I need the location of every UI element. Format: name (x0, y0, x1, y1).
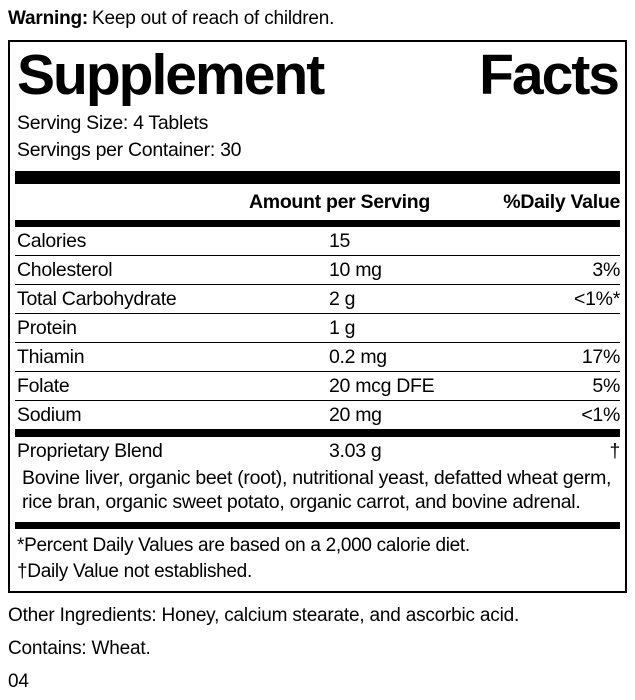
nutrient-amount: 20 mg (329, 404, 382, 426)
thick-rule-above-blend (15, 429, 620, 437)
blend-dagger: † (609, 440, 620, 462)
blend-label: Proprietary Blend (17, 440, 163, 462)
table-row: Total Carbohydrate 2 g <1%* (15, 284, 620, 313)
nutrient-amount: 2 g (329, 288, 356, 310)
nutrient-label: Total Carbohydrate (17, 288, 177, 310)
table-row: Thiamin 0.2 mg 17% (15, 342, 620, 371)
proprietary-blend-row: Proprietary Blend 3.03 g † (15, 437, 620, 465)
servings-per-container-line: Servings per Container: 30 (17, 139, 242, 161)
footnote-daily-values: *Percent Daily Values are based on a 2,0… (17, 535, 470, 556)
blend-description: Bovine liver, organic beet (root), nutri… (22, 467, 612, 513)
lot-code: 04 (8, 671, 29, 692)
table-row: Folate 20 mcg DFE 5% (15, 371, 620, 400)
nutrient-label: Protein (17, 317, 77, 339)
nutrient-amount: 1 g (329, 317, 356, 339)
nutrient-label: Calories (17, 230, 87, 252)
nutrient-amount: 10 mg (329, 259, 382, 281)
nutrient-label: Sodium (17, 404, 82, 426)
table-row: Protein 1 g (15, 313, 620, 342)
table-row: Calories 15 (15, 227, 620, 255)
table-header-row: Amount per Serving %Daily Value (15, 184, 620, 220)
nutrient-amount: 20 mcg DFE (329, 375, 435, 397)
nutrient-label: Thiamin (17, 346, 85, 368)
nutrient-rows: Calories 15 Cholesterol 10 mg 3% Total C… (15, 227, 620, 429)
table-row: Sodium 20 mg <1% (15, 400, 620, 429)
nutrient-daily-value: <1% (581, 404, 620, 426)
nutrient-daily-value: <1%* (574, 288, 620, 310)
header-daily-value: %Daily Value (503, 190, 620, 213)
table-row: Cholesterol 10 mg 3% (15, 255, 620, 284)
serving-size-line: Serving Size: 4 Tablets (17, 112, 209, 134)
nutrient-amount: 15 (329, 230, 351, 252)
nutrient-daily-value: 3% (592, 259, 620, 281)
blend-amount: 3.03 g (329, 440, 382, 462)
thick-rule-above-footnotes (15, 522, 620, 529)
thick-rule-top (15, 171, 620, 184)
footnotes: *Percent Daily Values are based on a 2,0… (15, 529, 620, 587)
contains-line: Contains: Wheat. (8, 638, 151, 659)
footnote-dv-not-established: †Daily Value not established. (17, 561, 252, 582)
other-ingredients-line: Other Ingredients: Honey, calcium steara… (8, 605, 520, 626)
warning-text: Keep out of reach of children. (92, 8, 335, 29)
nutrient-label: Folate (17, 375, 70, 397)
medium-rule-under-header (15, 220, 620, 227)
nutrient-label: Cholesterol (17, 259, 113, 281)
nutrient-daily-value: 5% (592, 375, 620, 397)
panel-title-word-2: Facts (479, 43, 620, 107)
nutrient-daily-value: 17% (581, 346, 620, 368)
nutrient-amount: 0.2 mg (329, 346, 387, 368)
warning-line: Warning: Keep out of reach of children. (8, 0, 627, 40)
header-amount-per-serving: Amount per Serving (249, 190, 430, 213)
supplement-facts-panel: Supplement Facts Serving Size: 4 Tablets… (8, 40, 627, 593)
warning-label: Warning: (8, 8, 89, 29)
panel-title: Supplement Facts (15, 44, 620, 110)
panel-title-word-1: Supplement (17, 43, 325, 107)
